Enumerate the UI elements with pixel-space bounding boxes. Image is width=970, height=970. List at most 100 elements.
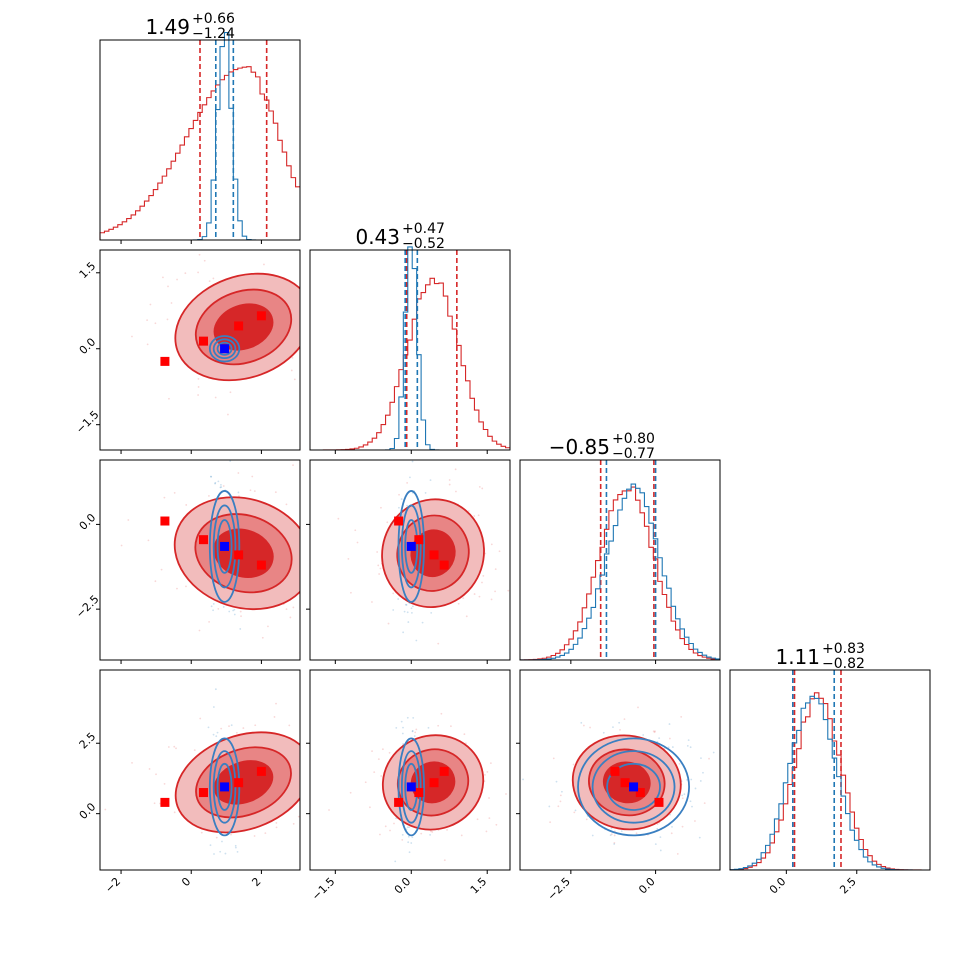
scatter-point (300, 323, 302, 325)
scatter-point (214, 482, 216, 485)
scatter-point (325, 803, 327, 805)
scatter-point (559, 794, 562, 797)
scatter-point (387, 622, 390, 625)
scatter-point (210, 475, 213, 478)
blue-histogram (519, 483, 720, 661)
panel-2d-1-3 (328, 712, 507, 863)
scatter-point (485, 830, 488, 833)
scatter-point (482, 574, 485, 577)
scatter-point (402, 726, 404, 729)
scatter-point (306, 569, 308, 571)
scatter-point (450, 725, 452, 728)
scatter-point (240, 615, 242, 618)
panel-frame (99, 669, 301, 871)
scatter-point (572, 763, 575, 766)
scatter-point (253, 490, 256, 492)
scatter-point (220, 483, 222, 486)
scatter-point (166, 318, 169, 321)
red-marker (620, 778, 630, 788)
scatter-point (219, 486, 222, 489)
scatter-point (395, 727, 398, 729)
scatter-point (326, 253, 328, 255)
scatter-point (170, 302, 173, 304)
scatter-point (402, 631, 405, 634)
scatter-point (237, 472, 240, 474)
scatter-point (408, 826, 411, 829)
scatter-point (654, 843, 657, 846)
scatter-point (495, 823, 498, 826)
scatter-point (490, 598, 493, 601)
scatter-point (162, 276, 164, 279)
scatter-point (549, 821, 552, 824)
scatter-point (377, 758, 380, 761)
scatter-point (481, 487, 484, 490)
scatter-point (155, 773, 157, 776)
red-marker (610, 766, 620, 776)
scatter-point (173, 745, 176, 748)
scatter-point (412, 716, 415, 719)
scatter-point (708, 757, 710, 760)
red-histogram (519, 486, 720, 661)
scatter-point (613, 843, 616, 845)
scatter-point (222, 485, 225, 487)
scatter-point (193, 749, 196, 752)
scatter-point (408, 851, 411, 854)
x-tick-label: 0.0 (636, 875, 658, 897)
scatter-point (431, 831, 434, 833)
scatter-point (304, 546, 306, 548)
scatter-point (288, 724, 291, 727)
panel-1d-1 (309, 246, 510, 451)
panel-title-plus: +0.80 (612, 431, 655, 447)
scatter-point (239, 610, 242, 613)
scatter-point (149, 303, 152, 306)
scatter-point (373, 771, 376, 774)
scatter-point (185, 585, 187, 588)
scatter-point (376, 551, 379, 553)
scatter-point (212, 609, 214, 612)
scatter-point (316, 785, 318, 787)
y-tick-label: 0.0 (77, 335, 99, 357)
scatter-point (235, 731, 238, 734)
scatter-point (446, 829, 448, 831)
scatter-point (104, 808, 107, 811)
scatter-point (227, 413, 229, 416)
scatter-point (378, 573, 381, 575)
scatter-point (427, 726, 430, 729)
scatter-point (233, 608, 236, 611)
scatter-point (197, 394, 199, 396)
scatter-point (410, 607, 413, 610)
scatter-point (167, 746, 170, 748)
scatter-point (318, 259, 320, 261)
blue-histogram (310, 246, 510, 451)
scatter-point (486, 771, 489, 773)
scatter-point (203, 259, 206, 262)
x-tick-label: 1.5 (468, 875, 490, 897)
scatter-point (386, 521, 389, 524)
scatter-point (228, 725, 230, 728)
scatter-point (516, 480, 518, 482)
scatter-point (212, 706, 215, 708)
scatter-point (208, 280, 211, 283)
scatter-point (292, 822, 295, 825)
blue-contour-level-0 (606, 762, 661, 811)
scatter-point (370, 799, 372, 801)
red-histogram (729, 692, 930, 871)
scatter-point (400, 498, 403, 500)
scatter-point (712, 751, 715, 754)
scatter-point (147, 539, 150, 542)
scatter-point (635, 832, 638, 835)
scatter-point (384, 825, 387, 828)
scatter-point (173, 811, 176, 814)
scatter-point (220, 727, 223, 730)
blue-contour-level-1 (400, 504, 422, 589)
red-marker (234, 550, 244, 560)
scatter-point (228, 610, 231, 613)
red-marker (199, 788, 209, 798)
scatter-point (448, 479, 451, 481)
scatter-point (465, 615, 468, 618)
scatter-point (221, 840, 223, 843)
blue-contour-level-1 (400, 750, 422, 824)
scatter-point (301, 760, 303, 762)
scatter-point (229, 391, 232, 394)
scatter-point (659, 849, 662, 852)
